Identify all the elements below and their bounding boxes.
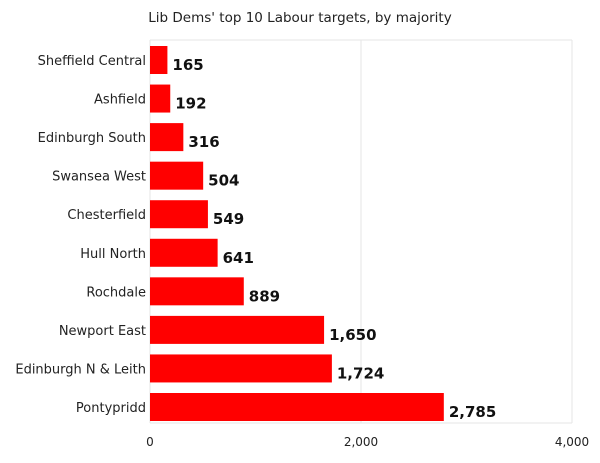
x-tick-label: 0 — [146, 435, 154, 449]
value-label: 1,650 — [329, 326, 376, 344]
value-label: 316 — [188, 133, 219, 151]
category-label: Ashfield — [94, 93, 146, 108]
category-label: Rochdale — [86, 285, 146, 300]
x-tick-label: 4,000 — [555, 435, 589, 449]
bar — [150, 277, 244, 306]
value-label: 192 — [175, 95, 206, 113]
category-label: Pontypridd — [76, 401, 146, 416]
x-tick-label: 2,000 — [344, 435, 378, 449]
bar — [150, 46, 168, 74]
category-label: Swansea West — [52, 170, 146, 185]
category-label: Hull North — [80, 247, 146, 262]
bar-layer — [150, 46, 444, 421]
category-label: Newport East — [59, 324, 146, 339]
bar — [150, 123, 184, 152]
bar — [150, 315, 325, 344]
category-label: Edinburgh South — [38, 131, 146, 146]
value-labels: 165 192 316 504 549 641 889 1,650 1,724 2,785 — [172, 56, 496, 421]
bar — [150, 238, 218, 267]
value-label: 165 — [172, 56, 203, 74]
value-label: 641 — [223, 249, 254, 267]
chart-title: Lib Dems' top 10 Labour targets, by majo… — [148, 10, 452, 26]
value-label: 2,785 — [449, 403, 496, 421]
category-label: Chesterfield — [67, 208, 146, 223]
bar — [150, 354, 332, 383]
x-axis-ticks: 0 2,000 4,000 — [146, 435, 589, 449]
value-label: 889 — [249, 287, 280, 305]
category-label: Edinburgh N & Leith — [15, 362, 146, 377]
bar — [150, 84, 171, 113]
category-labels: Sheffield Central Ashfield Edinburgh South… — [15, 54, 146, 416]
bar — [150, 393, 444, 421]
value-label: 504 — [208, 172, 239, 190]
value-label: 1,724 — [337, 364, 384, 382]
bar — [150, 161, 204, 190]
category-label: Sheffield Central — [38, 54, 146, 69]
value-label: 549 — [213, 210, 244, 228]
bar — [150, 200, 208, 229]
